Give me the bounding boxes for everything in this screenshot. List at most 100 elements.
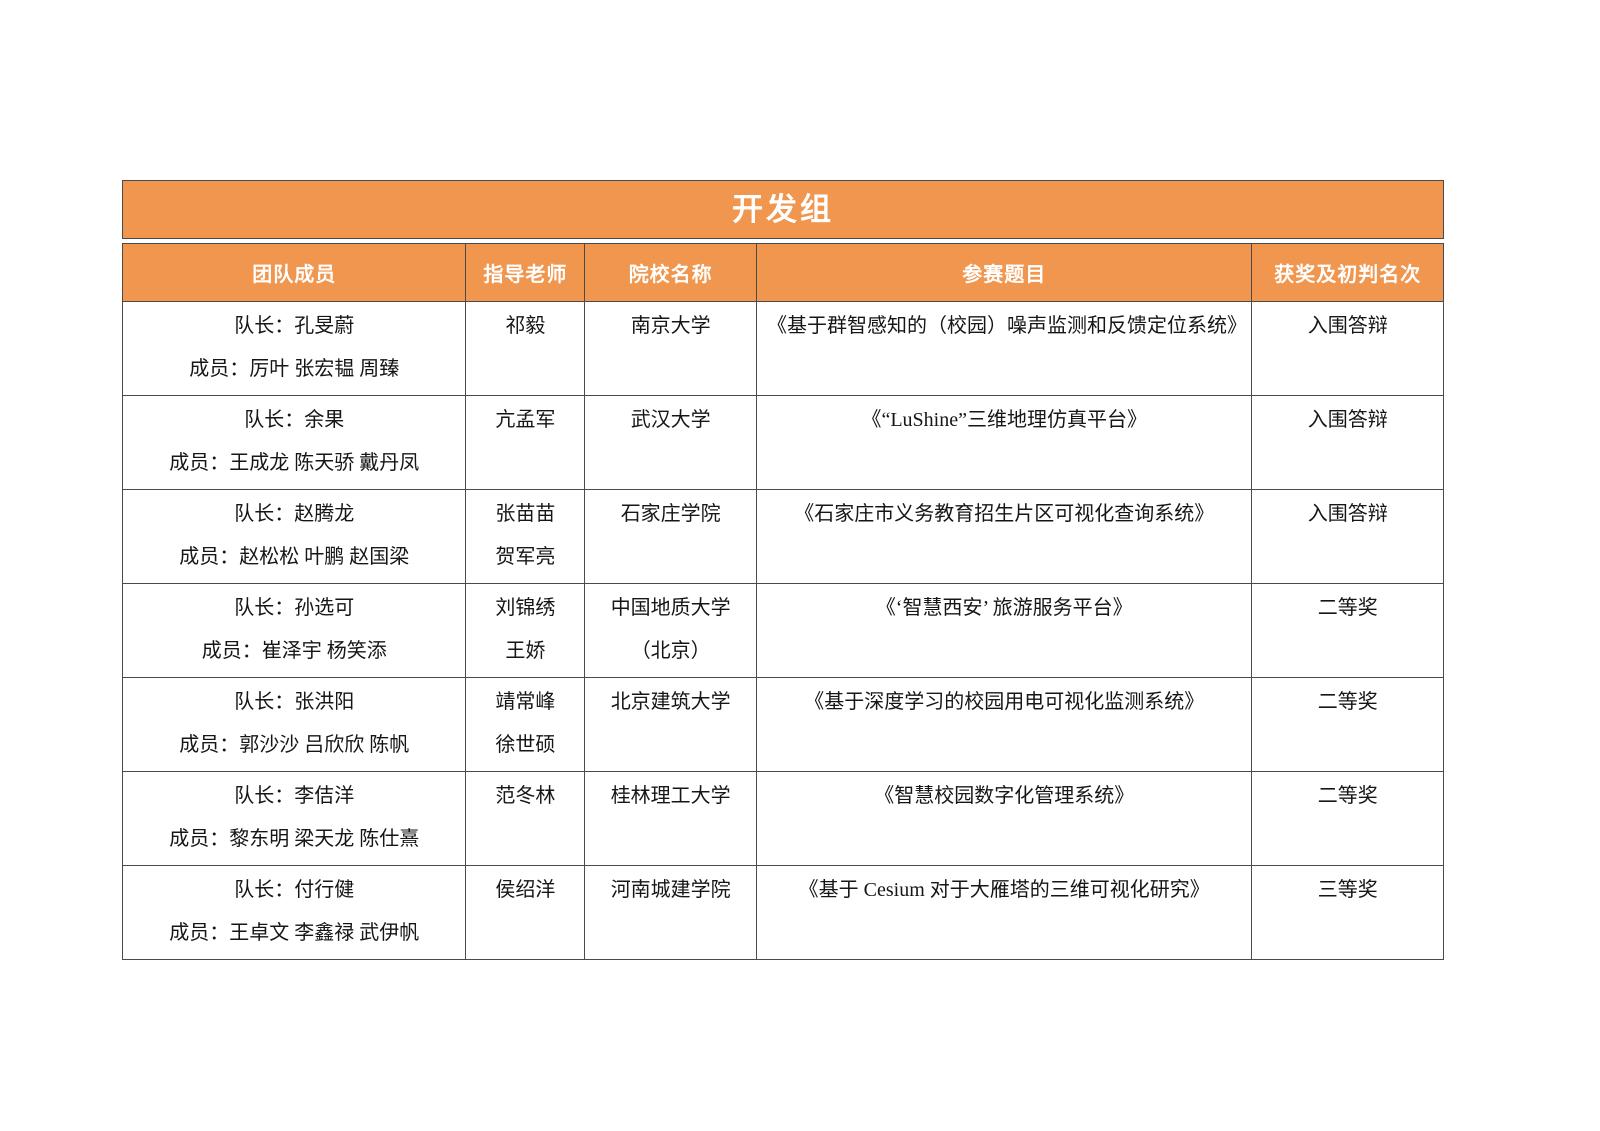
teacher-cell-line: 祁毅	[505, 315, 546, 337]
table-row: 队长：孙选可 成员：崔泽宇 杨笑添 刘锦绣 王娇 中国地质大学 （北京） 《‘智慧西安’ 旅…	[121, 583, 1444, 678]
results-table: 团队成员 指导老师 院校名称 参赛题目 获奖及初判名次 队长：孔旻蔚成员：厉叶 …	[121, 243, 1444, 960]
school-cell-line: 河南城建学院	[610, 879, 731, 901]
award-cell: 二等奖	[1251, 677, 1444, 772]
school-cell-line: （北京）	[630, 640, 711, 662]
team-cell: 队长：张洪阳成员：郭沙沙 吕欣欣 陈帆	[121, 677, 467, 772]
team-cell-line: 队长：余果	[244, 409, 345, 431]
column-header-award: 获奖及初判名次	[1251, 243, 1444, 302]
table-row: 队长：赵腾龙 成员：赵松松 叶鹏 赵国梁 张苗苗 贺军亮 石家庄学院 《石家庄市义务教育招…	[121, 489, 1444, 584]
team-cell-line: 成员：赵松松 叶鹏 赵国梁	[179, 546, 410, 568]
award-cell: 三等奖	[1251, 865, 1444, 960]
team-cell-line: 成员：王卓文 李鑫禄 武伊帆	[169, 922, 420, 944]
topic-cell-line: 《基于群智感知的（校园）噪声监测和反馈定位系统》	[767, 315, 1248, 337]
award-cell-line: 入围答辩	[1307, 409, 1388, 431]
topic-cell: 《石家庄市义务教育招生片区可视化查询系统》	[756, 489, 1253, 584]
teacher-cell-line: 靖常峰	[495, 691, 556, 713]
award-cell: 二等奖	[1251, 583, 1444, 678]
school-cell: 中国地质大学 （北京）	[584, 583, 758, 678]
school-cell: 桂林理工大学	[584, 771, 758, 866]
team-cell-line: 队长：李佶洋	[234, 785, 355, 807]
teacher-cell-line: 贺军亮	[495, 546, 556, 568]
award-table: 开发组 团队成员 指导老师 院校名称 参赛题目 获奖及初判名次 队长：孔旻蔚成员…	[121, 180, 1444, 960]
award-cell-line: 二等奖	[1317, 597, 1378, 619]
team-cell-line: 成员：崔泽宇 杨笑添	[201, 640, 387, 662]
teacher-cell-line: 刘锦绣	[495, 597, 556, 619]
teacher-cell: 侯绍洋	[465, 865, 586, 960]
table-row: 队长：付行健成员：王卓文 李鑫禄 武伊帆 侯绍洋 河南城建学院 《基于 Cesium …	[121, 865, 1444, 960]
team-cell-line: 队长：赵腾龙	[234, 503, 355, 525]
school-cell: 南京大学	[584, 301, 758, 396]
topic-cell: 《智慧校园数字化管理系统》	[756, 771, 1253, 866]
award-cell: 入围答辩	[1251, 395, 1444, 490]
topic-cell-line: 《基于深度学习的校园用电可视化监测系统》	[804, 691, 1205, 713]
column-header-school: 院校名称	[584, 243, 758, 302]
topic-cell-line: 《基于 Cesium 对于大雁塔的三维可视化研究》	[798, 879, 1210, 901]
team-cell-line: 队长：付行健	[234, 879, 355, 901]
team-cell-line: 成员：黎东明 梁天龙 陈仕熹	[169, 828, 420, 850]
topic-cell: 《基于 Cesium 对于大雁塔的三维可视化研究》	[756, 865, 1253, 960]
table-header: 团队成员 指导老师 院校名称 参赛题目 获奖及初判名次	[121, 243, 1444, 302]
team-cell: 队长：孔旻蔚成员：厉叶 张宏韫 周臻	[121, 301, 467, 396]
table-title: 开发组	[122, 180, 1444, 239]
school-cell-line: 中国地质大学	[610, 597, 731, 619]
teacher-cell: 靖常峰 徐世硕	[465, 677, 586, 772]
table-body: 队长：孔旻蔚成员：厉叶 张宏韫 周臻 祁毅 南京大学 《基于群智感知的（校园）噪声监测…	[121, 301, 1444, 960]
school-cell: 北京建筑大学	[584, 677, 758, 772]
column-header-teacher: 指导老师	[465, 243, 586, 302]
column-header-topic: 参赛题目	[756, 243, 1253, 302]
topic-cell: 《‘智慧西安’ 旅游服务平台》	[756, 583, 1253, 678]
team-cell-line: 队长：张洪阳	[234, 691, 355, 713]
table-row: 队长：李佶洋成员：黎东明 梁天龙 陈仕熹 范冬林 桂林理工大学 《智慧校园数字化管理系…	[121, 771, 1444, 866]
topic-cell-line: 《“LuShine”三维地理仿真平台》	[861, 409, 1147, 431]
school-cell: 武汉大学	[584, 395, 758, 490]
school-cell-line: 石家庄学院	[620, 503, 721, 525]
teacher-cell: 范冬林	[465, 771, 586, 866]
team-cell: 队长：付行健成员：王卓文 李鑫禄 武伊帆	[121, 865, 467, 960]
topic-cell-line: 《‘智慧西安’ 旅游服务平台》	[875, 597, 1133, 619]
topic-cell: 《“LuShine”三维地理仿真平台》	[756, 395, 1253, 490]
team-cell-line: 成员：郭沙沙 吕欣欣 陈帆	[179, 734, 410, 756]
teacher-cell-line: 范冬林	[495, 785, 556, 807]
award-cell-line: 二等奖	[1317, 691, 1378, 713]
teacher-cell-line: 张苗苗	[495, 503, 556, 525]
team-cell-line: 队长：孔旻蔚	[234, 315, 355, 337]
teacher-cell: 张苗苗 贺军亮	[465, 489, 586, 584]
team-cell-line: 成员：王成龙 陈天骄 戴丹凤	[169, 452, 420, 474]
school-cell-line: 北京建筑大学	[610, 691, 731, 713]
teacher-cell-line: 亢孟军	[495, 409, 556, 431]
award-cell-line: 三等奖	[1317, 879, 1378, 901]
title-separator	[122, 239, 1444, 243]
teacher-cell: 祁毅	[465, 301, 586, 396]
table-row: 队长：孔旻蔚成员：厉叶 张宏韫 周臻 祁毅 南京大学 《基于群智感知的（校园）噪声监测…	[121, 301, 1444, 396]
teacher-cell: 刘锦绣 王娇	[465, 583, 586, 678]
school-cell: 石家庄学院	[584, 489, 758, 584]
award-cell: 入围答辩	[1251, 489, 1444, 584]
award-cell: 二等奖	[1251, 771, 1444, 866]
column-header-team: 团队成员	[121, 243, 467, 302]
teacher-cell: 亢孟军	[465, 395, 586, 490]
award-cell-line: 入围答辩	[1307, 503, 1388, 525]
teacher-cell-line: 徐世硕	[495, 734, 556, 756]
team-cell-line: 队长：孙选可	[234, 597, 355, 619]
topic-cell-line: 《智慧校园数字化管理系统》	[874, 785, 1135, 807]
team-cell: 队长：孙选可成员：崔泽宇 杨笑添	[121, 583, 467, 678]
school-cell-line: 武汉大学	[630, 409, 711, 431]
table-row: 队长：张洪阳 成员：郭沙沙 吕欣欣 陈帆 靖常峰 徐世硕 北京建筑大学 《基于深度学习的校…	[121, 677, 1444, 772]
school-cell-line: 南京大学	[630, 315, 711, 337]
teacher-cell-line: 侯绍洋	[495, 879, 556, 901]
team-cell: 队长：李佶洋成员：黎东明 梁天龙 陈仕熹	[121, 771, 467, 866]
school-cell: 河南城建学院	[584, 865, 758, 960]
award-cell-line: 二等奖	[1317, 785, 1378, 807]
award-cell-line: 入围答辩	[1307, 315, 1388, 337]
team-cell-line: 成员：厉叶 张宏韫 周臻	[189, 358, 400, 380]
team-cell: 队长：赵腾龙成员：赵松松 叶鹏 赵国梁	[121, 489, 467, 584]
topic-cell: 《基于深度学习的校园用电可视化监测系统》	[756, 677, 1253, 772]
award-cell: 入围答辩	[1251, 301, 1444, 396]
table-row: 队长：余果成员：王成龙 陈天骄 戴丹凤 亢孟军 武汉大学 《“LuShine”三维地理…	[121, 395, 1444, 490]
school-cell-line: 桂林理工大学	[610, 785, 731, 807]
topic-cell: 《基于群智感知的（校园）噪声监测和反馈定位系统》	[756, 301, 1253, 396]
teacher-cell-line: 王娇	[505, 640, 546, 662]
team-cell: 队长：余果成员：王成龙 陈天骄 戴丹凤	[121, 395, 467, 490]
header-row: 团队成员 指导老师 院校名称 参赛题目 获奖及初判名次	[121, 243, 1444, 302]
topic-cell-line: 《石家庄市义务教育招生片区可视化查询系统》	[794, 503, 1215, 525]
